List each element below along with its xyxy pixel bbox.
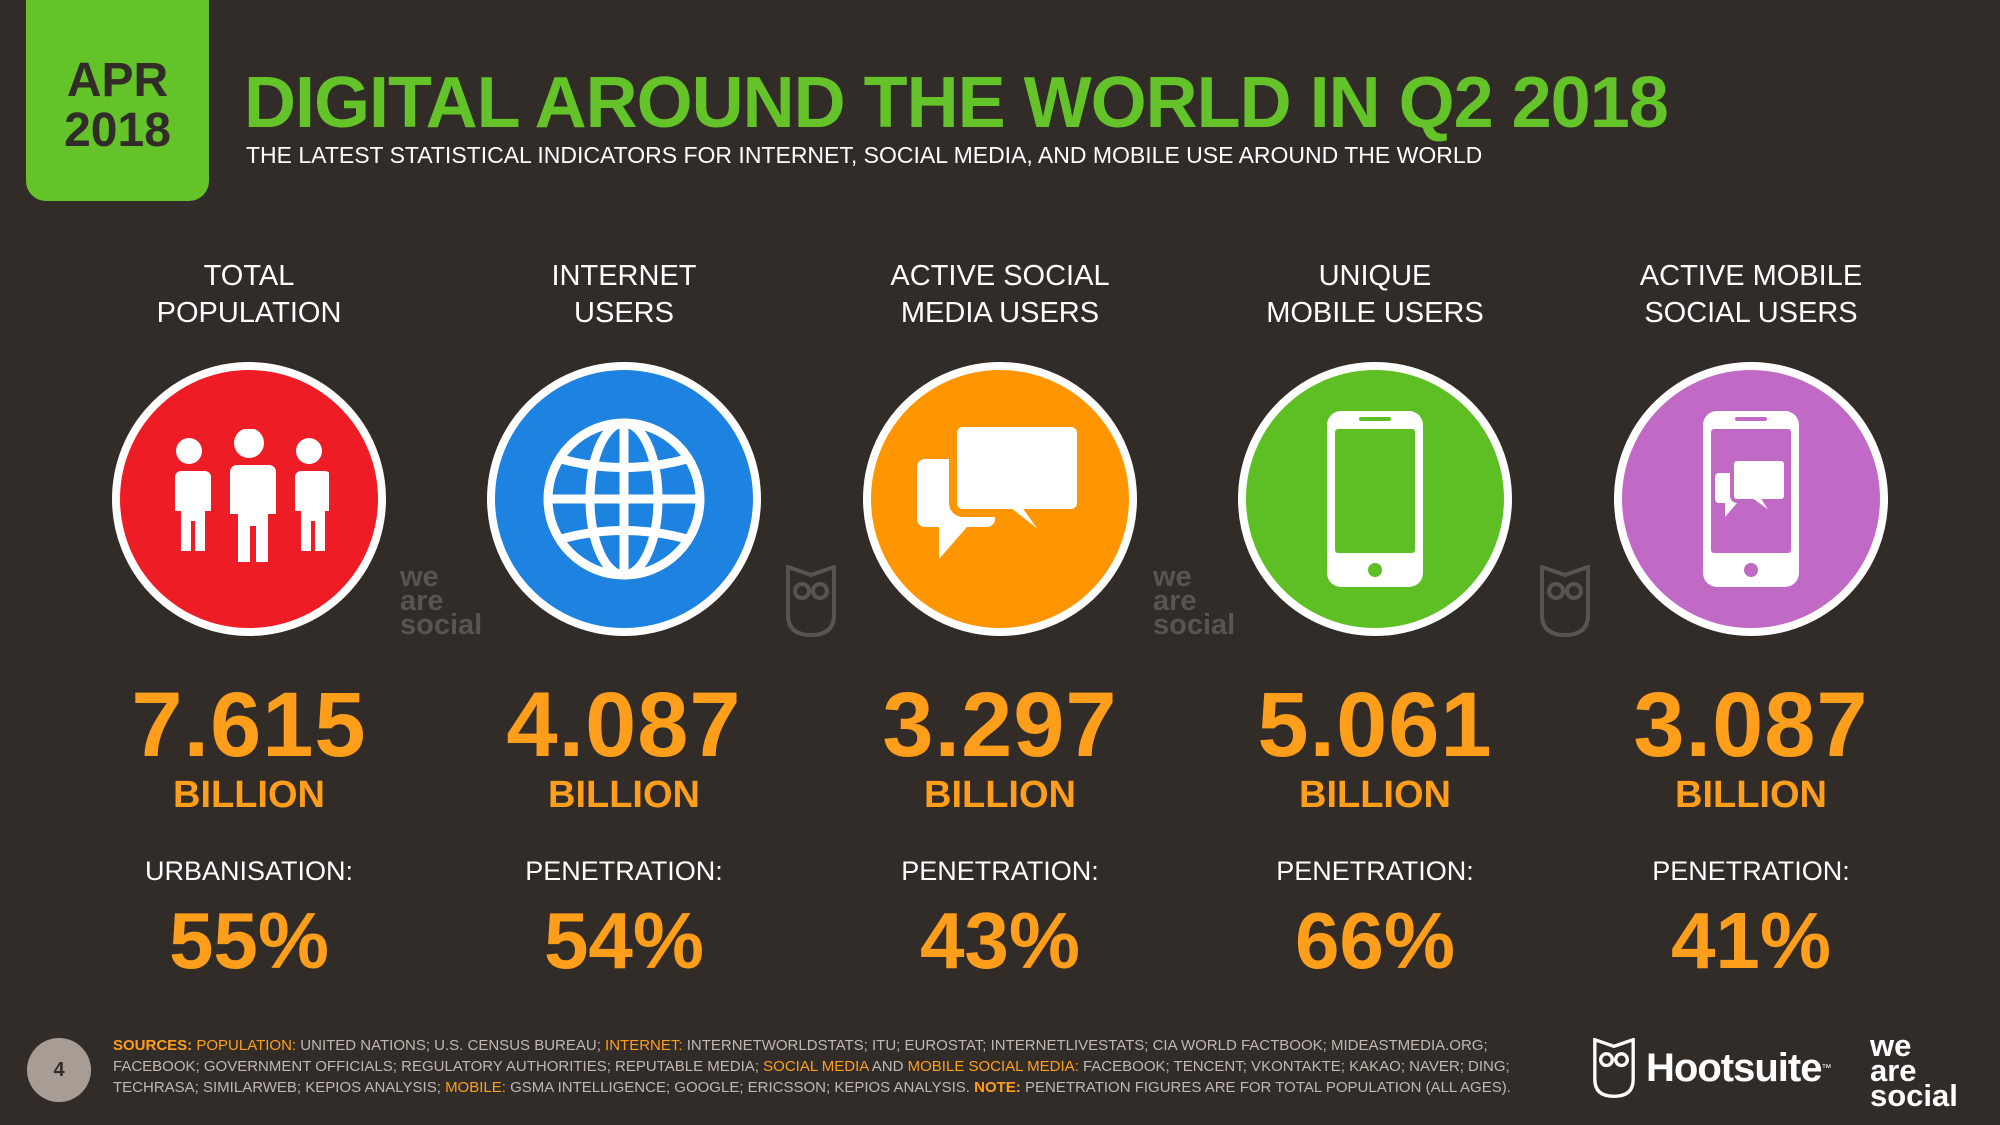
mobile-phone-icon [1238, 362, 1512, 636]
stat-label-line2: MEDIA USERS [900, 297, 1100, 329]
page-title: DIGITAL AROUND THE WORLD IN Q2 2018 [244, 63, 1669, 143]
stat-label-line1: ACTIVE MOBILE [1639, 260, 1863, 292]
stat-label-line1: INTERNET [551, 260, 697, 292]
date-month: APR [66, 53, 169, 107]
mobile-source-label: MOBILE: [445, 1079, 506, 1096]
note-label: NOTE: [974, 1079, 1021, 1096]
metric-value: 66% [1294, 896, 1456, 985]
hootsuite-owl-watermark [1540, 565, 1590, 637]
internet-source-text: INTERNETWORLDSTATS; ITU; EUROSTAT; INTER… [113, 1037, 1488, 1075]
stat-unit: BILLION [173, 774, 325, 816]
page-number: 4 [27, 1038, 91, 1102]
stat-value: 3.087 [1633, 674, 1869, 776]
stat-unit: BILLION [1675, 774, 1827, 816]
note-text: PENETRATION FIGURES ARE FOR TOTAL POPULA… [1024, 1079, 1511, 1096]
stat-column-mobile: UNIQUE MOBILE USERS 5.061 BILLION PENETR… [1187, 255, 1563, 983]
mobile-source-text: GSMA INTELLIGENCE; GOOGLE; ERICSSON; KEP… [510, 1079, 970, 1096]
date-tab: APR 2018 [26, 0, 209, 201]
hootsuite-trademark: ™ [1821, 1062, 1832, 1074]
social-source-text: FACEBOOK; TENCENT; VKONTAKTE; KAKAO; NAV… [113, 1058, 1510, 1096]
stat-column-population: TOTAL POPULATION 7.615 BILLION URBANISAT… [61, 255, 437, 983]
stat-label-line2: SOCIAL USERS [1644, 297, 1858, 329]
globe-icon [487, 362, 761, 636]
metric-value: 41% [1670, 896, 1832, 985]
stat-label-line2: MOBILE USERS [1266, 297, 1484, 329]
metric-label: URBANISATION: [144, 856, 354, 886]
stat-column-social: ACTIVE SOCIAL MEDIA USERS 3.297 BILLION … [812, 255, 1188, 983]
and-text: AND [871, 1058, 904, 1075]
stat-unit: BILLION [924, 774, 1076, 816]
hootsuite-logo: Hootsuite ™ [1592, 1038, 1831, 1098]
we-are-social-watermark: we are social [1153, 561, 1236, 641]
we-are-social-watermark: we are social [400, 561, 483, 641]
stat-label-line1: UNIQUE [1318, 260, 1432, 292]
logo-social: social [1870, 1078, 1958, 1113]
metric-label: PENETRATION: [525, 856, 723, 886]
stat-label: ACTIVE SOCIAL MEDIA USERS [890, 255, 1109, 335]
stat-label-line1: TOTAL [203, 260, 295, 292]
stat-value: 4.087 [506, 674, 742, 776]
stat-label-line1: ACTIVE SOCIAL [890, 260, 1110, 292]
people-icon [112, 362, 386, 636]
sources-text: SOURCES: POPULATION: UNITED NATIONS; U.S… [113, 1035, 1553, 1098]
stat-label-line2: USERS [574, 297, 674, 329]
stat-value: 3.297 [882, 674, 1118, 776]
metric-value: 55% [168, 896, 330, 985]
stat-label: TOTAL POPULATION [157, 255, 342, 335]
metric-value: 54% [543, 896, 705, 985]
social-source-label: SOCIAL MEDIA [763, 1058, 869, 1075]
stat-label-line2: POPULATION [156, 297, 342, 329]
population-source-label: POPULATION: [196, 1037, 297, 1054]
stat-unit: BILLION [1299, 774, 1451, 816]
logo-we: we [1870, 1028, 1912, 1063]
metric-label: PENETRATION: [1652, 856, 1850, 886]
stat-value: 7.615 [131, 674, 367, 776]
hootsuite-owl-icon [1593, 1038, 1635, 1098]
metric-label: PENETRATION: [1276, 856, 1474, 886]
stat-label: UNIQUE MOBILE USERS [1266, 255, 1484, 335]
we-are-social-logo: we are social [1870, 1028, 1958, 1113]
stat-label: INTERNET USERS [552, 255, 697, 335]
hootsuite-owl-watermark [786, 565, 836, 637]
stat-value: 5.061 [1257, 674, 1493, 776]
population-source-text: UNITED NATIONS; U.S. CENSUS BUREAU; [300, 1037, 601, 1054]
page-subtitle: THE LATEST STATISTICAL INDICATORS FOR IN… [246, 142, 1483, 168]
metric-value: 43% [919, 896, 1081, 985]
mobile-social-source-label: MOBILE SOCIAL MEDIA: [907, 1058, 1079, 1075]
metric-label: PENETRATION: [901, 856, 1099, 886]
stat-label: ACTIVE MOBILE SOCIAL USERS [1640, 255, 1862, 335]
stat-column-mobile-social: ACTIVE MOBILE SOCIAL USERS 3.087 BILLION… [1563, 255, 1939, 983]
logo-are: are [1870, 1053, 1917, 1088]
stat-column-internet: INTERNET USERS 4.087 BILLION PENETRATION… [436, 255, 812, 983]
chat-bubbles-icon [863, 362, 1137, 636]
date-year: 2018 [64, 103, 171, 157]
stat-unit: BILLION [548, 774, 700, 816]
sources-label: SOURCES: [113, 1037, 193, 1054]
internet-source-label: INTERNET: [605, 1037, 683, 1054]
hootsuite-wordmark: Hootsuite [1646, 1045, 1822, 1090]
mobile-chat-icon [1614, 362, 1888, 636]
